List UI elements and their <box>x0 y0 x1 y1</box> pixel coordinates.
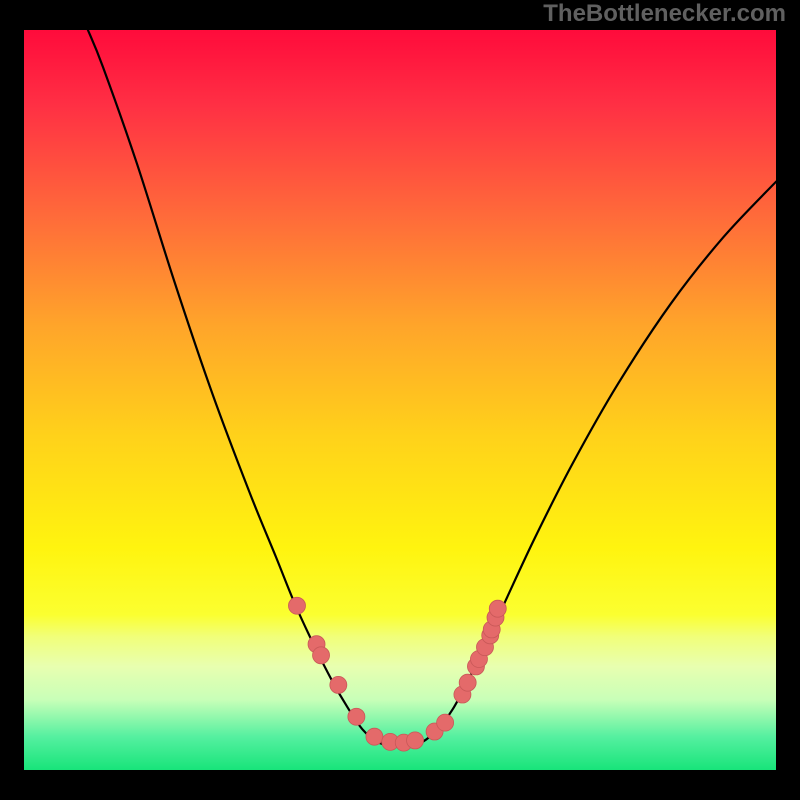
data-marker <box>437 714 454 731</box>
chart-stage: TheBottlenecker.com <box>0 0 800 800</box>
data-marker <box>407 732 424 749</box>
data-marker <box>348 708 365 725</box>
watermark-text: TheBottlenecker.com <box>543 0 786 28</box>
data-marker <box>366 728 383 745</box>
data-marker <box>330 676 347 693</box>
data-marker <box>489 600 506 617</box>
data-marker <box>288 597 305 614</box>
data-marker <box>459 674 476 691</box>
chart-svg <box>0 0 800 800</box>
plot-background <box>24 30 776 770</box>
data-marker <box>313 647 330 664</box>
